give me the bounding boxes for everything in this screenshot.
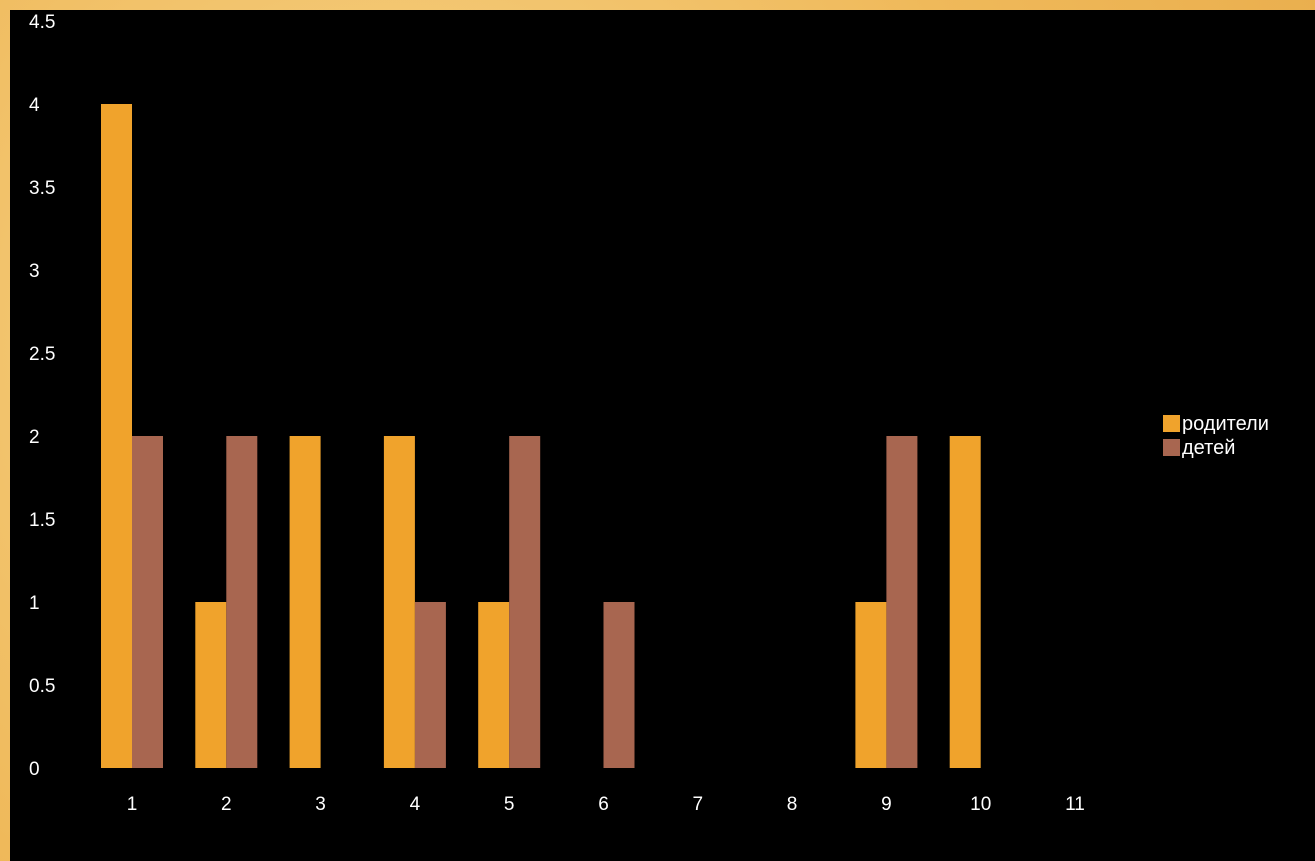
bar-children-2 [226, 436, 258, 768]
legend-swatch [1163, 415, 1180, 432]
y-axis-ticks: 0 0.5 1 1.5 2 2.5 3 3.5 4 4.5 [29, 12, 55, 780]
x-axis-ticks: 1 2 3 4 5 6 7 8 9 10 11 [127, 794, 1085, 815]
x-tick-label: 4 [410, 794, 421, 815]
bar-parents-10 [949, 436, 981, 768]
x-tick-label: 6 [598, 794, 609, 815]
legend-label: детей [1182, 437, 1235, 459]
y-tick-label: 2.5 [29, 344, 55, 365]
y-tick-label: 0.5 [29, 676, 55, 697]
y-tick-label: 0 [29, 759, 40, 780]
y-tick-label: 3 [29, 261, 40, 282]
bar-parents-5 [478, 602, 510, 768]
bar-children-4 [414, 602, 446, 768]
bar-parents-2 [195, 602, 227, 768]
bar-children-6 [603, 602, 635, 768]
x-tick-label: 8 [787, 794, 798, 815]
x-tick-label: 3 [315, 794, 326, 815]
y-tick-label: 4 [29, 95, 40, 116]
legend-swatch [1163, 439, 1180, 456]
bars-group [101, 104, 981, 768]
y-tick-label: 4.5 [29, 12, 55, 33]
x-tick-label: 9 [881, 794, 892, 815]
y-tick-label: 3.5 [29, 178, 55, 199]
bar-children-1 [132, 436, 163, 768]
bar-parents-9 [855, 602, 887, 768]
x-tick-label: 5 [504, 794, 515, 815]
legend-label: родители [1182, 413, 1269, 435]
y-tick-label: 1 [29, 593, 40, 614]
x-tick-label: 10 [970, 794, 991, 815]
bar-parents-3 [289, 436, 321, 768]
chart-area: 0 0.5 1 1.5 2 2.5 3 3.5 4 4.5 1 2 3 4 5 6 7 8 9 10 11 родит… [10, 10, 1315, 861]
bar-children-9 [886, 436, 918, 768]
x-tick-label: 7 [693, 794, 704, 815]
y-tick-label: 2 [29, 427, 40, 448]
bar-parents-4 [383, 436, 415, 768]
y-tick-label: 1.5 [29, 510, 55, 531]
bar-parents-1 [101, 104, 132, 768]
x-tick-label: 1 [127, 794, 138, 815]
x-tick-label: 2 [221, 794, 232, 815]
bar-children-5 [509, 436, 541, 768]
bar-chart: 0 0.5 1 1.5 2 2.5 3 3.5 4 4.5 1 2 3 4 5 6 7 8 9 10 11 родит… [29, 12, 1269, 815]
x-tick-label: 11 [1065, 794, 1085, 815]
